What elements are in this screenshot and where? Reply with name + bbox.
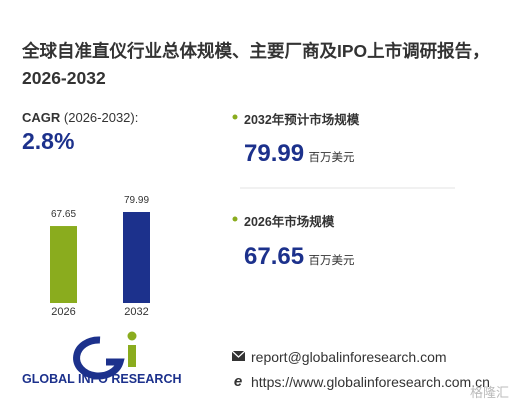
stat-unit: 百万美元 (308, 152, 355, 164)
cagr-value: 2.8% (22, 128, 75, 154)
stat-row: 79.99 百万美元 (244, 140, 355, 168)
category-label: 2026 (51, 306, 75, 318)
category-label: 2032 (124, 306, 148, 318)
stat-row: 67.65 百万美元 (244, 243, 355, 271)
cagr-label: CAGR (22, 110, 61, 125)
web-icon: e (234, 373, 242, 390)
cagr-period: (2026-2032): (63, 110, 139, 125)
title: 全球自准直仪行业总体规模、主要厂商及IPO上市调研报告，2026-2032 (22, 41, 490, 88)
website: https://www.globalinforesearch.com.cn (251, 374, 490, 390)
stat-value: 67.65 (244, 243, 305, 270)
logo-dot (127, 331, 137, 341)
value-label: 67.65 (51, 209, 76, 220)
cagr-caption: CAGR (2026-2032): (22, 110, 138, 125)
bar (50, 226, 77, 303)
bullet (232, 216, 238, 222)
value-label: 79.99 (124, 195, 149, 206)
email: report@globalinforesearch.com (251, 349, 447, 365)
watermark: 格隆汇 (470, 385, 510, 400)
logo-g (73, 336, 125, 380)
logo-icon (73, 331, 137, 380)
logo-i (128, 345, 136, 367)
email-icon-flap (231, 350, 246, 358)
brand: GLOBAL INFO RESEARCH (22, 372, 182, 386)
stat-label: 2026年市场规模 (244, 215, 335, 229)
stat-unit: 百万美元 (308, 255, 355, 267)
bar (123, 212, 150, 303)
stat-value: 79.99 (244, 140, 305, 167)
bullet (232, 114, 238, 120)
stat-label: 2032年预计市场规模 (244, 113, 360, 127)
email-icon (232, 351, 245, 361)
